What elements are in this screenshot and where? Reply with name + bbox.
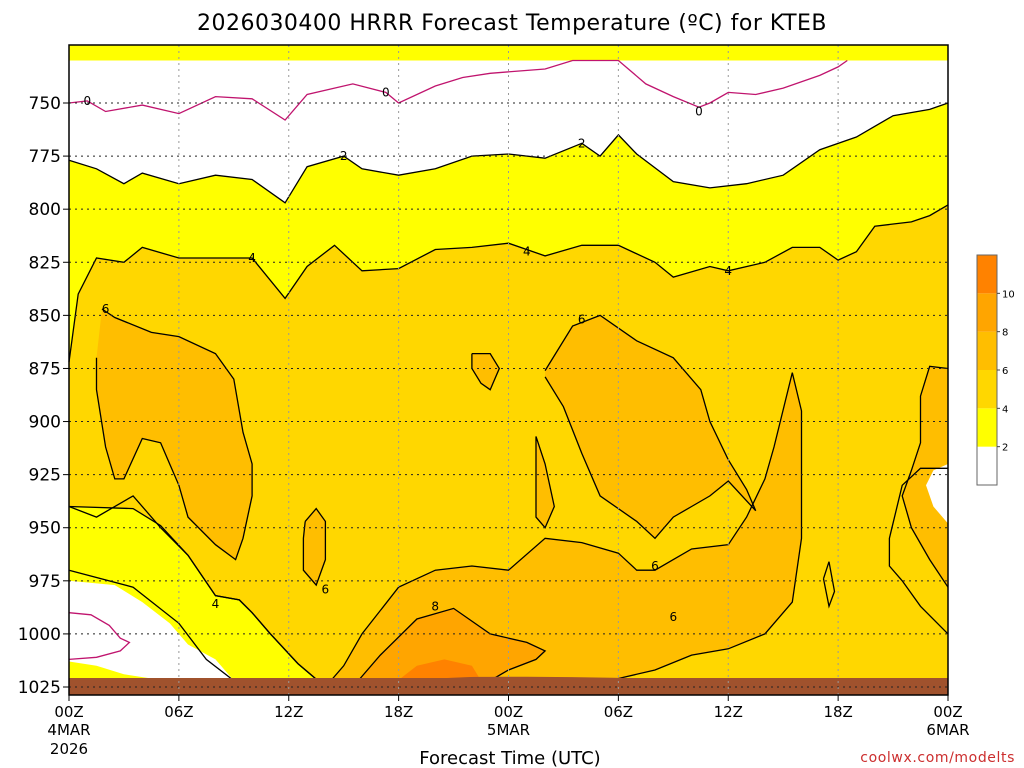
fill-region-6-3 [545,315,756,539]
contour-line-8-16 [352,607,547,688]
contour-label-6: 6 [102,302,110,316]
y-tick-label: 875 [29,359,61,379]
fill-region-6-5 [471,353,500,390]
contour-label-4: 4 [724,264,732,278]
contour-label-6: 6 [651,559,659,573]
white-region-0 [69,60,948,203]
colorbar-label: 6 [1002,366,1008,377]
contour-line-0-1 [68,612,131,661]
y-tick-label: 750 [29,94,61,114]
x-tick-date: 6MAR [926,721,969,739]
colorbar-swatch [977,370,997,409]
surface-ground-layer [69,676,948,695]
contour-label-0: 0 [695,104,703,118]
colorbar-swatch [977,255,997,294]
contour-label-0: 0 [83,94,91,108]
chart-title: 2026030400 HRRR Forecast Temperature (ºC… [197,11,827,36]
x-tick-label: 00Z [54,703,83,721]
y-tick-label: 950 [29,519,61,539]
credit-text: coolwx.com/modelts [860,750,1015,766]
x-tick-label: 12Z [714,703,743,721]
y-tick-label: 1000 [18,625,61,645]
colorbar-swatch [977,293,997,332]
x-tick-label: 00Z [933,703,962,721]
fill-region-6-2 [325,372,802,687]
x-tick-label: 18Z [823,703,852,721]
below-freezing-white-layer [69,60,948,683]
x-tick-label: 00Z [494,703,523,721]
x-tick-label: 18Z [384,703,413,721]
fill-region-6-7 [902,366,948,588]
x-tick-label: 12Z [274,703,303,721]
x-tick-year: 2026 [50,740,88,758]
contour-line-6-7 [68,495,326,688]
colorbar-legend: 2 4 6 8 10 [976,254,1015,486]
pressure-axis: 750 775 800 825 850 875 900 925 950 975 1000 1025 [18,94,69,698]
colorbar-label: 8 [1002,328,1008,339]
colorbar-label: 4 [1002,404,1008,415]
contour-label-8: 8 [431,599,439,613]
contour-line-6-13 [535,436,555,529]
white-region-2 [926,464,948,524]
contour-line-6-14 [822,561,836,609]
colorbar-label: 2 [1002,443,1008,454]
x-tick-date: 5MAR [487,721,530,739]
x-tick-label: 06Z [604,703,633,721]
contour-label-6: 6 [669,610,677,624]
contour-label-4: 4 [212,597,220,611]
x-tick-label: 06Z [164,703,193,721]
contour-line-6-10 [544,314,757,540]
contour-line-0-0 [68,59,848,121]
contour-line-6-8 [95,308,253,561]
contour-line-4-3 [68,204,949,363]
fill-region-6-6 [536,436,555,528]
contour-line-6-15 [901,365,949,588]
y-tick-label: 1025 [18,678,61,698]
colorbar-swatch [977,446,997,485]
white-region-1 [69,580,234,683]
y-tick-label: 850 [29,306,61,326]
contour-label-layer: 0 0 0 2 2 4 4 4 4 6 6 6 6 6 8 [83,85,732,624]
contour-label-2: 2 [340,149,348,163]
contour-label-6: 6 [322,582,330,596]
fill-region-6-1 [96,309,253,560]
y-tick-label: 900 [29,413,61,433]
contour-label-4: 4 [248,251,256,265]
y-tick-label: 775 [29,147,61,167]
colorbar-swatch [977,331,997,370]
fill-region-4-10 [305,657,326,679]
contour-label-2: 2 [578,136,586,150]
contour-label-4: 4 [523,245,531,259]
colorbar-swatch [977,408,997,447]
y-tick-label: 925 [29,466,61,486]
x-tick-date: 4MAR [47,721,90,739]
temperature-contour-layer [68,59,949,688]
x-axis-label: Forecast Time (UTC) [419,748,600,768]
contour-label-0: 0 [382,85,390,99]
y-tick-label: 975 [29,572,61,592]
contour-line-6-9 [324,372,803,688]
fill-region-8-8 [352,608,546,687]
contour-line-4-6 [888,467,949,635]
fill-region-6-4 [303,508,326,586]
y-tick-label: 825 [29,253,61,273]
contour-label-6: 6 [578,313,586,327]
colorbar-label: 10 [1002,289,1015,300]
contour-line-6-11 [302,507,327,587]
y-tick-label: 800 [29,200,61,220]
chart-grid [69,45,948,695]
